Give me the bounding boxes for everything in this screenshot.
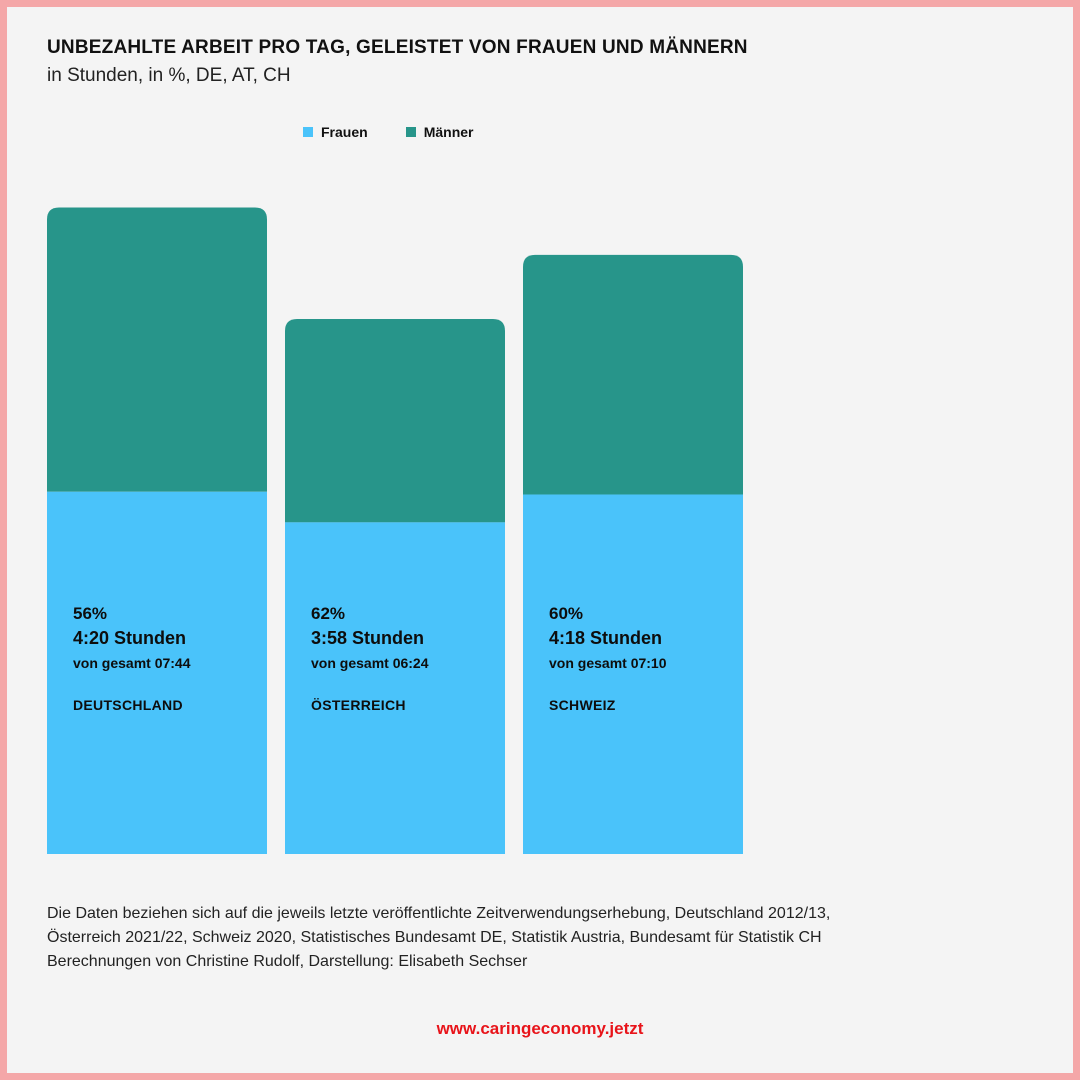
legend: Frauen Männer <box>303 124 473 140</box>
bar-label-total: von gesamt 07:10 <box>549 655 667 671</box>
bar-label-hours: 4:18 Stunden <box>549 628 663 648</box>
bar-frauen-0 <box>47 491 267 854</box>
bar-maenner-1 <box>285 318 505 523</box>
legend-swatch-maenner <box>405 127 416 137</box>
bar-maenner-0 <box>47 207 267 492</box>
source-note-line: Berechnungen von Christine Rudolf, Darst… <box>47 953 528 970</box>
bar-maenner-2 <box>523 254 743 495</box>
source-note-line: Österreich 2021/22, Schweiz 2020, Statis… <box>47 929 822 946</box>
legend-item-maenner: Männer <box>405 124 474 140</box>
legend-label-frauen: Frauen <box>321 124 368 140</box>
chart-title: UNBEZAHLTE ARBEIT PRO TAG, GELEISTET VON… <box>47 37 748 58</box>
chart-frame: UNBEZAHLTE ARBEIT PRO TAG, GELEISTET VON… <box>7 7 1073 1073</box>
bar-label-total: von gesamt 06:24 <box>311 655 429 671</box>
source-note: Die Daten beziehen sich auf die jeweils … <box>47 902 1037 974</box>
bar-frauen-1 <box>285 522 505 854</box>
bar-label-percent: 60% <box>549 604 584 623</box>
bar-label-1: 62% 3:58 Stunden von gesamt 06:24 ÖSTERREIC… <box>311 604 429 713</box>
bar-label-hours: 3:58 Stunden <box>311 628 425 648</box>
bar-label-country: ÖSTERREICH <box>311 697 406 713</box>
chart-subtitle: in Stunden, in %, DE, AT, CH <box>47 65 291 86</box>
bar-label-hours: 4:20 Stunden <box>73 628 187 648</box>
legend-swatch-frauen <box>303 127 313 137</box>
bar-frauen-2 <box>523 494 743 854</box>
bar-label-0: 56% 4:20 Stunden von gesamt 07:44 DEUTSCHLA… <box>73 604 191 713</box>
bar-label-country: SCHWEIZ <box>549 697 616 713</box>
source-note-line: Die Daten beziehen sich auf die jeweils … <box>47 905 831 922</box>
bar-label-percent: 62% <box>311 604 346 623</box>
bar-label-country: DEUTSCHLAND <box>73 697 183 713</box>
bar-label-total: von gesamt 07:44 <box>73 655 191 671</box>
bar-label-2: 60% 4:18 Stunden von gesamt 07:10 SCHWEIZ <box>549 604 667 713</box>
bar-label-percent: 56% <box>73 604 108 623</box>
stacked-bar-chart <box>47 207 743 854</box>
legend-label-maenner: Männer <box>423 124 474 140</box>
legend-item-frauen: Frauen <box>303 124 368 140</box>
website-link[interactable]: www.caringeconomy.jetzt <box>436 1019 644 1038</box>
